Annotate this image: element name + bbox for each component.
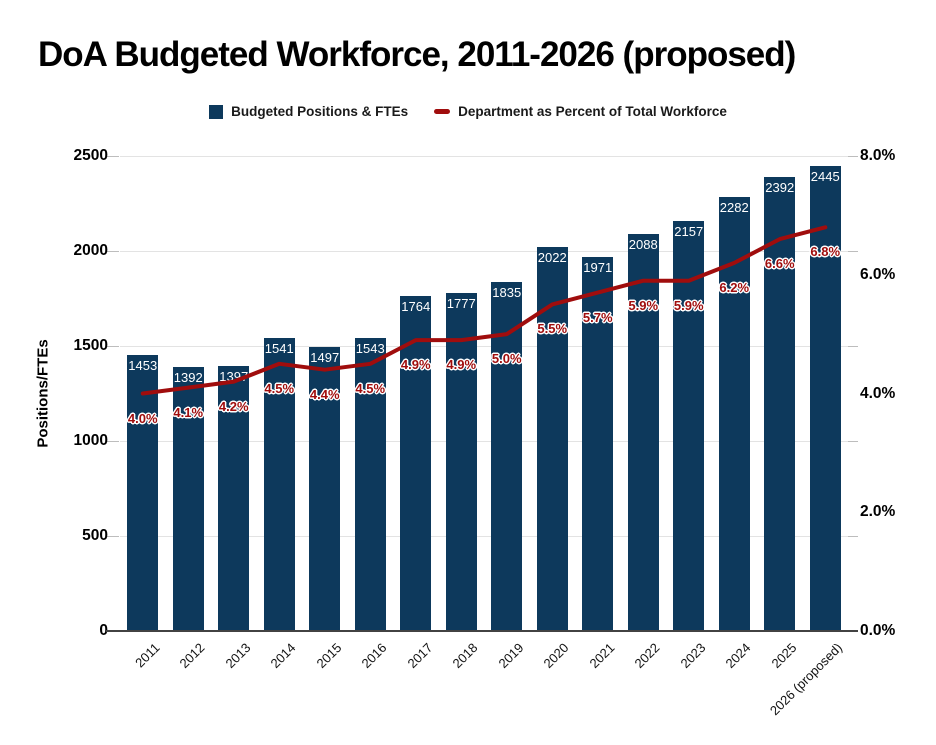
legend-label-bars: Budgeted Positions & FTEs bbox=[231, 104, 409, 119]
percent-label: 5.0% bbox=[491, 351, 522, 367]
left-axis-tick-label: 500 bbox=[82, 527, 108, 544]
legend-item-line: Department as Percent of Total Workforce bbox=[434, 104, 727, 119]
bar-value-label: 2392 bbox=[765, 179, 795, 195]
bar-value-label: 1392 bbox=[173, 369, 203, 385]
left-axis-tick bbox=[106, 156, 119, 157]
gridline bbox=[120, 441, 848, 442]
x-axis-label: 2023 bbox=[677, 640, 709, 672]
left-axis-tick-label: 2000 bbox=[73, 242, 108, 259]
bar-value-label: 1777 bbox=[446, 296, 476, 312]
right-axis-tick-label: 2.0% bbox=[860, 503, 896, 521]
right-axis-tick-label: 4.0% bbox=[860, 384, 896, 402]
bar: 2392 bbox=[764, 176, 796, 631]
percent-label: 6.2% bbox=[719, 279, 750, 295]
bar: 1777 bbox=[445, 293, 477, 631]
percent-label: 6.8% bbox=[810, 244, 841, 260]
bar-value-label: 1453 bbox=[128, 357, 158, 373]
bar-value-label: 1541 bbox=[264, 341, 294, 357]
bar: 2022 bbox=[536, 246, 568, 631]
gridline bbox=[120, 156, 848, 157]
right-axis-tick bbox=[848, 441, 858, 442]
right-axis-tick bbox=[848, 156, 858, 157]
x-axis-baseline bbox=[106, 630, 858, 632]
percent-label: 5.7% bbox=[582, 309, 613, 325]
legend: Budgeted Positions & FTEs Department as … bbox=[0, 104, 936, 119]
percent-label: 4.0% bbox=[127, 410, 158, 426]
left-axis-tick bbox=[106, 346, 119, 347]
percent-label: 4.2% bbox=[218, 398, 249, 414]
percent-label: 4.5% bbox=[264, 380, 295, 396]
x-axis-label: 2012 bbox=[176, 640, 208, 672]
bar: 2088 bbox=[627, 234, 659, 631]
bar-value-label: 2282 bbox=[719, 200, 749, 216]
percent-label: 5.5% bbox=[537, 321, 568, 337]
bar-value-label: 2157 bbox=[674, 224, 704, 240]
bar-value-label: 1497 bbox=[310, 349, 340, 365]
right-axis-tick-label: 6.0% bbox=[860, 265, 896, 283]
percent-label: 6.6% bbox=[764, 256, 795, 272]
x-axis-label: 2020 bbox=[540, 640, 572, 672]
percent-label: 4.9% bbox=[400, 357, 431, 373]
right-axis-tick bbox=[848, 536, 858, 537]
percent-label: 4.4% bbox=[309, 386, 340, 402]
right-axis-tick bbox=[848, 251, 858, 252]
bar-series-swatch-icon bbox=[209, 104, 224, 119]
bar: 1453 bbox=[127, 354, 159, 631]
x-axis-label: 2024 bbox=[722, 640, 754, 672]
percent-label: 5.9% bbox=[673, 297, 704, 313]
bar: 2282 bbox=[718, 197, 750, 631]
x-axis-label: 2016 bbox=[358, 640, 390, 672]
legend-label-line: Department as Percent of Total Workforce bbox=[458, 104, 727, 119]
x-axis-label: 2013 bbox=[222, 640, 254, 672]
x-axis-label: 2017 bbox=[404, 640, 436, 672]
bar: 1835 bbox=[491, 282, 523, 631]
x-axis-label: 2021 bbox=[586, 640, 618, 672]
x-axis-label: 2022 bbox=[631, 640, 663, 672]
left-axis-tick bbox=[106, 251, 119, 252]
y-axis-title-box: Positions/FTEs bbox=[32, 156, 54, 631]
x-axis-label: 2015 bbox=[313, 640, 345, 672]
left-axis-tick-label: 1500 bbox=[73, 337, 108, 354]
percent-label: 4.5% bbox=[355, 380, 386, 396]
bar: 2445 bbox=[809, 166, 841, 631]
gridline bbox=[120, 536, 848, 537]
bar-value-label: 2088 bbox=[628, 237, 658, 253]
percent-label: 5.9% bbox=[628, 297, 659, 313]
bar-value-label: 2022 bbox=[537, 249, 567, 265]
x-axis-label: 2011 bbox=[131, 640, 163, 671]
left-axis-tick-label: 0 bbox=[99, 622, 108, 639]
right-axis-tick bbox=[848, 346, 858, 347]
right-axis-tick-label: 0.0% bbox=[860, 622, 896, 639]
right-axis-tick-label: 8.0% bbox=[860, 147, 896, 164]
plot-area: 1453 1392 1397 1541 1497 1543 1764 1777 1835 2022… bbox=[120, 156, 848, 631]
x-axis-label: 2019 bbox=[495, 640, 527, 672]
left-axis-tick-label: 2500 bbox=[73, 147, 108, 164]
percent-label: 4.9% bbox=[446, 357, 477, 373]
bar-value-label: 1543 bbox=[355, 340, 385, 356]
bar-value-label: 1835 bbox=[492, 285, 522, 301]
percent-label: 4.1% bbox=[173, 404, 204, 420]
bar-value-label: 2445 bbox=[810, 169, 840, 185]
left-axis-tick bbox=[106, 441, 119, 442]
x-axis-label: 2018 bbox=[449, 640, 481, 672]
bar-value-label: 1764 bbox=[401, 298, 431, 314]
line-series-swatch-icon bbox=[434, 109, 451, 114]
left-axis-tick-label: 1000 bbox=[73, 432, 108, 449]
x-axis-label: 2025 bbox=[768, 640, 800, 672]
bar: 2157 bbox=[673, 221, 705, 631]
legend-item-bars: Budgeted Positions & FTEs bbox=[209, 104, 408, 119]
bar-value-label: 1971 bbox=[583, 259, 613, 275]
bar: 1764 bbox=[400, 295, 432, 631]
chart-title: DoA Budgeted Workforce, 2011-2026 (propo… bbox=[38, 35, 796, 74]
bar-value-label: 1397 bbox=[219, 368, 249, 384]
left-axis-tick bbox=[106, 536, 119, 537]
x-axis-label: 2014 bbox=[267, 640, 299, 672]
